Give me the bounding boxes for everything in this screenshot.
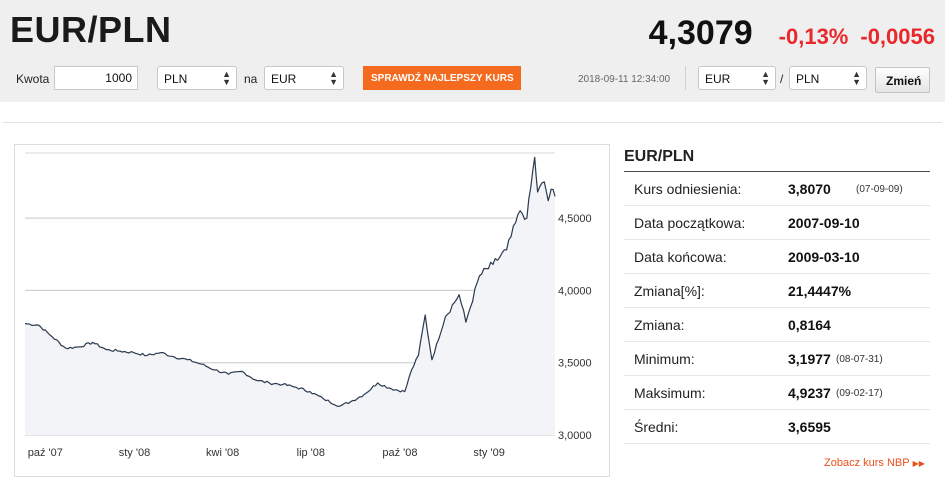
nbp-link-label: Zobacz kurs NBP (824, 457, 910, 469)
stats-row-label: Minimum: (634, 351, 695, 367)
stats-row-value: 2007-09-10 (788, 215, 860, 231)
x-tick-label: lip '08 (297, 447, 325, 459)
stats-row-value: 4,9237 (788, 385, 831, 401)
best-rate-button[interactable]: SPRAWDŹ NAJLEPSZY KURS (363, 66, 521, 90)
stats-row-label: Maksimum: (634, 385, 706, 401)
stats-row-label: Data początkowa: (634, 215, 746, 231)
pair-quote-select[interactable]: PLN ▲ ▼ (789, 66, 867, 90)
stats-row-value: 3,1977 (788, 351, 831, 367)
to-label: na (244, 72, 258, 86)
change-absolute: -0,0056 (860, 24, 935, 49)
stats-row: Data początkowa: 2007-09-10 (624, 206, 930, 240)
converter-toolbar: Kwota PLN ▲▼ na EUR ▲▼ SPRAWDŹ NAJLEPSZY… (0, 66, 945, 93)
select-arrows-icon: ▲ ▼ (761, 69, 770, 87)
stats-row: Data końcowa: 2009-03-10 (624, 240, 930, 274)
amount-input[interactable] (54, 66, 138, 90)
stats-row: Zmiana[%]: 21,4447% (624, 274, 930, 308)
select-arrows-icon: ▲ ▼ (852, 69, 861, 87)
y-tick-label: 4,0000 (558, 285, 592, 297)
stats-row: Maksimum: 4,9237 (09-02-17) (624, 376, 930, 410)
x-axis-ticks: paź '07 sty '08 kwi '08 lip '08 paź '08 sty '… (28, 447, 505, 459)
stats-row-value: 2009-03-10 (788, 249, 860, 265)
stats-row-date: (09-02-17) (836, 388, 883, 399)
amount-label: Kwota (16, 72, 50, 86)
stats-row: Zmiana: 0,8164 (624, 308, 930, 342)
double-chevron-right-icon: ▶▶ (912, 459, 925, 468)
stats-title: EUR/PLN (624, 144, 930, 172)
stats-row-label: Średni: (634, 419, 679, 435)
quote-header: EUR/PLN 4,3079 -0,13% -0,0056 Kwota PLN … (0, 0, 945, 102)
x-tick-label: kwi '08 (206, 447, 239, 459)
series-line (24, 156, 556, 407)
series-area (25, 157, 555, 436)
x-tick-label: paź '08 (382, 447, 417, 459)
stats-row-date: (07-09-09) (856, 184, 903, 195)
select-arrows-icon: ▲ ▼ (222, 69, 231, 87)
x-tick-label: paź '07 (28, 447, 63, 459)
current-rate: 4,3079 (648, 14, 753, 52)
y-tick-label: 3,5000 (558, 358, 592, 370)
stats-table: EUR/PLN Kurs odniesienia: 3,8070 (07-09-09… (624, 144, 930, 444)
pair-base-value: EUR (705, 72, 731, 86)
stats-row: Minimum: 3,1977 (08-07-31) (624, 342, 930, 376)
nbp-rate-link[interactable]: Zobacz kurs NBP ▶▶ (824, 457, 925, 469)
stats-row-value: 21,4447% (788, 283, 852, 299)
stats-row: Kurs odniesienia: 3,8070 (07-09-09) (624, 172, 930, 206)
stats-row-label: Kurs odniesienia: (634, 181, 742, 197)
x-tick-label: sty '08 (119, 447, 150, 459)
pair-quote-value: PLN (796, 72, 820, 86)
change-pair-button[interactable]: Zmień (875, 67, 930, 93)
y-axis-ticks: 3,0000 3,5000 4,0000 4,5000 (558, 213, 592, 442)
select-arrows-icon: ▲ ▼ (329, 69, 338, 87)
stats-row-value: 3,8070 (788, 181, 831, 197)
stats-row-label: Zmiana[%]: (634, 283, 705, 299)
toolbar-divider (685, 66, 686, 90)
from-currency-select[interactable]: PLN ▲ ▼ (157, 66, 237, 90)
pair-base-select[interactable]: EUR ▲ ▼ (698, 66, 776, 90)
stats-row-label: Zmiana: (634, 317, 685, 333)
stats-row-date: (08-07-31) (836, 354, 883, 365)
stats-rows: Kurs odniesienia: 3,8070 (07-09-09) Data po… (624, 172, 930, 444)
page-title: EUR/PLN (10, 9, 172, 50)
stats-row-value: 0,8164 (788, 317, 831, 333)
rate-chart-svg: 3,0000 3,5000 4,0000 4,5000 paź '07 sty '08 k… (24, 152, 592, 459)
from-currency-value: PLN (164, 72, 188, 86)
quote-summary: 4,3079 -0,13% -0,0056 (649, 14, 935, 53)
to-currency-value: EUR (271, 72, 297, 86)
x-tick-label: sty '09 (473, 447, 504, 459)
stats-row-value: 3,6595 (788, 419, 831, 435)
pair-separator: / (780, 72, 784, 86)
quote-timestamp: 2018-09-11 12:34:00 (578, 74, 671, 85)
rate-chart: 3,0000 3,5000 4,0000 4,5000 paź '07 sty '08 k… (14, 144, 610, 477)
stats-row-label: Data końcowa: (634, 249, 727, 265)
change-percent: -0,13% (778, 24, 849, 49)
to-currency-select[interactable]: EUR ▲ ▼ (264, 66, 344, 90)
stats-row: Średni: 3,6595 (624, 410, 930, 444)
y-tick-label: 3,0000 (558, 430, 592, 442)
y-tick-label: 4,5000 (558, 213, 592, 225)
